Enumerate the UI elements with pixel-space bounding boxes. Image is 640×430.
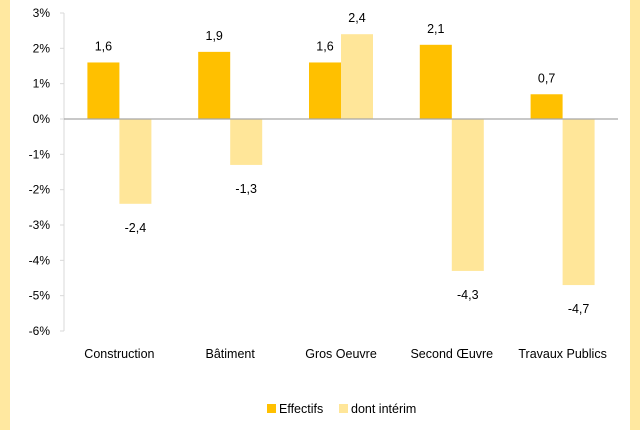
y-tick-label: -1% [29,147,51,161]
bar-effectifs-1 [198,51,231,119]
y-tick-label: -3% [29,218,51,232]
bar-effectifs-0 [87,62,120,119]
bar-effectifs-2 [309,62,341,119]
legend-label-interim: dont intérim [351,402,416,416]
y-tick-label: 2% [33,41,51,55]
legend-swatch-interim [339,404,348,413]
x-category-label: Bâtiment [206,347,256,361]
y-tick-label: 3% [33,6,51,20]
y-tick-label: 1% [33,77,51,91]
x-category-label: Travaux Publics [518,347,606,361]
bar-effectifs-4 [530,94,563,119]
right-frame-strip [630,0,640,430]
x-category-label: Second Œuvre [410,347,493,361]
left-frame-strip [0,0,10,430]
data-label-interim: 2,4 [348,11,365,25]
y-tick-label: -5% [29,289,51,303]
data-label-effectifs: 1,6 [95,39,112,53]
y-tick-label: -2% [29,183,51,197]
legend-label-effectifs: Effectifs [279,402,323,416]
legend-swatch-effectifs [267,404,276,413]
bar-interim-0 [119,119,152,204]
data-label-interim: -4,7 [568,302,590,316]
bar-effectifs-3 [419,44,452,119]
bar-interim-2 [341,34,373,120]
y-tick-label: -4% [29,253,51,267]
x-category-label: Gros Oeuvre [305,347,377,361]
data-label-effectifs: 2,1 [427,22,444,36]
data-label-interim: -1,3 [235,182,257,196]
y-tick-label: 0% [33,112,51,126]
data-label-effectifs: 0,7 [538,71,555,85]
data-label-interim: -4,3 [457,288,479,302]
y-tick-label: -6% [29,324,51,338]
data-label-interim: -2,4 [125,221,147,235]
bar-interim-1 [230,119,263,165]
x-category-label: Construction [84,347,154,361]
bar-interim-4 [562,119,595,286]
bar-interim-3 [451,119,484,271]
data-label-effectifs: 1,6 [316,39,333,53]
data-label-effectifs: 1,9 [206,29,223,43]
